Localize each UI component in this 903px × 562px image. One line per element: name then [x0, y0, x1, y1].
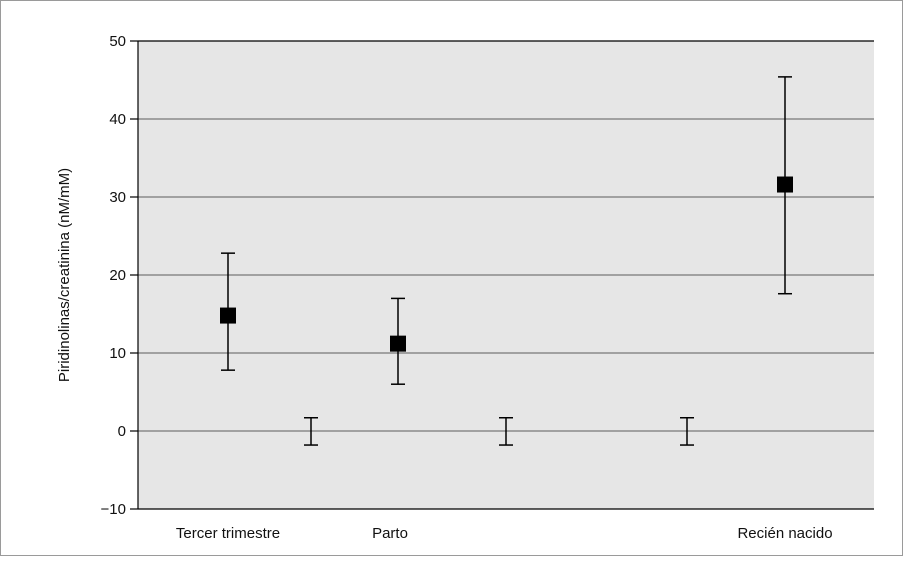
mean-markers [220, 176, 793, 352]
y-tick-label: 20 [109, 267, 126, 284]
error-bar-unlabeled [499, 416, 513, 446]
mean-marker-square [220, 307, 236, 324]
error-bar-unlabeled [680, 416, 694, 446]
y-tick-label: 30 [109, 189, 126, 206]
y-tick-label: 10 [109, 345, 126, 362]
x-category-label: Parto [372, 525, 408, 542]
y-axis-label: Piridinolinas/creatinina (nM/mM) [56, 168, 73, 382]
y-axis-ticks: 50 40 30 20 10 0 −10 [101, 33, 138, 518]
y-tick-label: 40 [109, 111, 126, 128]
y-tick-label: −10 [101, 501, 126, 518]
x-category-label: Recién nacido [737, 525, 832, 542]
grid-lines [138, 118, 874, 432]
x-axis-labels: Tercer trimestre Parto Recién nacido [176, 525, 833, 542]
mean-marker-square [390, 335, 406, 352]
x-category-label: Tercer trimestre [176, 525, 280, 542]
y-tick-label: 0 [118, 423, 126, 440]
mean-marker-square [777, 176, 793, 193]
y-tick-label: 50 [109, 33, 126, 50]
error-bar-unlabeled [304, 416, 318, 446]
